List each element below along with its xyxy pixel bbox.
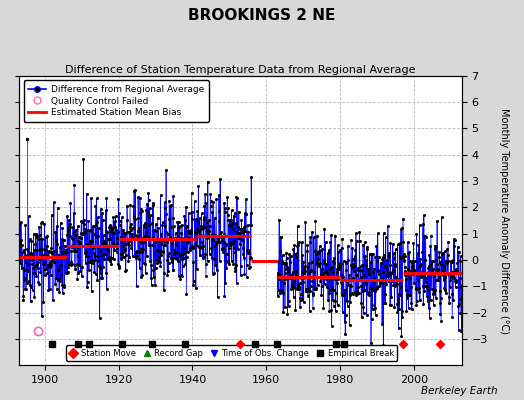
Title: Difference of Station Temperature Data from Regional Average: Difference of Station Temperature Data f… (65, 65, 416, 75)
Legend: Station Move, Record Gap, Time of Obs. Change, Empirical Break: Station Move, Record Gap, Time of Obs. C… (66, 346, 397, 361)
Y-axis label: Monthly Temperature Anomaly Difference (°C): Monthly Temperature Anomaly Difference (… (499, 108, 509, 334)
Text: Berkeley Earth: Berkeley Earth (421, 386, 498, 396)
Text: BROOKINGS 2 NE: BROOKINGS 2 NE (188, 8, 336, 23)
